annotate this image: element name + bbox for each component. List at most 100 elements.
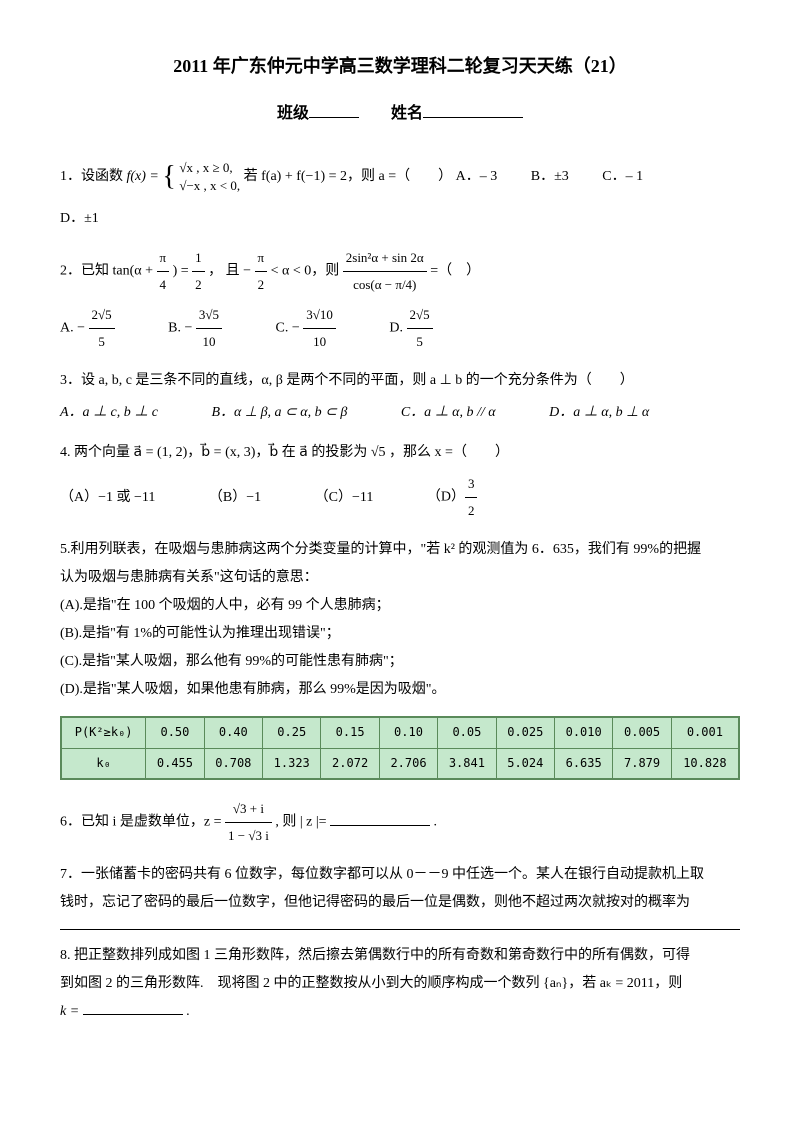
- q3-stem: 3．设 a, b, c 是三条不同的直线，α, β 是两个不同的平面，则 a ⊥…: [60, 367, 740, 395]
- q2-stem-a: 2．已知 tan(α +: [60, 264, 157, 279]
- table-cell: 6.635: [554, 748, 612, 779]
- q2-opt-b: B. − 3√510: [168, 302, 222, 355]
- q2-frac3: π2: [255, 245, 268, 298]
- table-row-header: P(K²≥k₀) 0.50 0.40 0.25 0.15 0.10 0.05 0…: [61, 717, 739, 748]
- q6-blank: [330, 812, 430, 826]
- q2-opt-d: D. 2√55: [389, 302, 432, 355]
- question-1: 1．设函数 f(x) = { √x , x ≥ 0, √−x , x < 0, …: [60, 149, 740, 233]
- q4-stem: 4. 两个向量 a⃗ = (1, 2)，b⃗ = (x, 3)，b⃗ 在 a⃗ …: [60, 439, 740, 467]
- q6-frac: √3 + i1 − √3 i: [225, 796, 272, 849]
- q1-case1: √x , x ≥ 0,: [179, 159, 240, 177]
- q2-optA-pre: A. −: [60, 321, 89, 336]
- q2-frac2-num: 1: [192, 245, 205, 272]
- q4-options: （A）−1 或 −11 （B）−1 （C）−11 （D）32: [60, 471, 740, 524]
- q2-stem-d: < α < 0，则: [271, 264, 343, 279]
- q2-bigfrac: 2sin²α + sin 2αcos(α − π/4): [343, 245, 427, 298]
- class-blank: [309, 102, 359, 118]
- question-8: 8. 把正整数排列成如图 1 三角形数阵，然后擦去第偶数行中的所有奇数和第奇数行…: [60, 942, 740, 1026]
- q3-opt-d: D．a ⊥ α, b ⊥ α: [549, 399, 649, 427]
- q4-opt-c: （C）−11: [315, 484, 374, 512]
- question-2: 2．已知 tan(α + π4 ) = 12 ， 且 − π2 < α < 0，…: [60, 245, 740, 355]
- q2-optB-d: 10: [196, 329, 222, 355]
- question-5: 5.利用列联表，在吸烟与患肺病这两个分类变量的计算中，"若 k² 的观测值为 6…: [60, 536, 740, 704]
- table-cell: 0.025: [496, 717, 554, 748]
- q2-optC-n: 3√10: [303, 302, 336, 329]
- q5-opt-a: (A).是指"在 100 个吸烟的人中，必有 99 个人患肺病；: [60, 592, 740, 620]
- q2-optA-d: 5: [89, 329, 115, 355]
- q2-frac1-den: 4: [157, 272, 170, 298]
- q8-line3: k = .: [60, 998, 740, 1026]
- q5-stem2: 认为吸烟与患肺病有关系"这句话的意思：: [60, 564, 740, 592]
- q2-optD-pre: D.: [389, 321, 406, 336]
- question-3: 3．设 a, b, c 是三条不同的直线，α, β 是两个不同的平面，则 a ⊥…: [60, 367, 740, 427]
- q2-stem-e: =（ ）: [430, 264, 480, 279]
- table-cell: 0.15: [321, 717, 379, 748]
- q5-opt-b: (B).是指"有 1%的可能性认为推理出现错误"；: [60, 620, 740, 648]
- table-cell: 0.50: [146, 717, 204, 748]
- table-cell: 0.001: [671, 717, 739, 748]
- q4-opt-a: （A）−1 或 −11: [60, 484, 155, 512]
- q2-optD-d: 5: [407, 329, 433, 355]
- q2-optD-n: 2√5: [407, 302, 433, 329]
- question-4: 4. 两个向量 a⃗ = (1, 2)，b⃗ = (x, 3)，b⃗ 在 a⃗ …: [60, 439, 740, 524]
- q2-frac2-den: 2: [192, 272, 205, 298]
- q2-frac1-num: π: [157, 245, 170, 272]
- q2-frac3-den: 2: [255, 272, 268, 298]
- q8-line3-a: k =: [60, 1004, 83, 1019]
- q2-stem-b: ) =: [173, 264, 193, 279]
- q1-stem-b: 若 f(a) + f(−1) = 2，则 a =（ ）: [244, 169, 452, 184]
- q6-stem-a: 6．已知 i 是虚数单位，z =: [60, 815, 225, 830]
- table-cell: 2.706: [379, 748, 437, 779]
- q2-optB-n: 3√5: [196, 302, 222, 329]
- table-cell: 0.40: [204, 717, 262, 748]
- q7-line2: 钱时，忘记了密码的最后一位数字，但他记得密码的最后一位是偶数，则他不超过两次就按…: [60, 889, 740, 917]
- q3-opt-b: B．α ⊥ β, a ⊂ α, b ⊂ β: [211, 399, 347, 427]
- q5-opt-c: (C).是指"某人吸烟，那么他有 99%的可能性患有肺病"；: [60, 648, 740, 676]
- q6-num: √3 + i: [225, 796, 272, 823]
- q3-opt-a: A．a ⊥ c, b ⊥ c: [60, 399, 158, 427]
- q6-stem-c: .: [434, 815, 438, 830]
- q1-opt-b: B．±3: [531, 163, 569, 191]
- separator-line: [60, 929, 740, 930]
- q4-optD-pre: （D）: [427, 490, 465, 505]
- q5-opt-d: (D).是指"某人吸烟，如果他患有肺病，那么 99%是因为吸烟"。: [60, 676, 740, 704]
- q2-frac1: π4: [157, 245, 170, 298]
- row1-label: P(K²≥k₀): [61, 717, 146, 748]
- q3-options: A．a ⊥ c, b ⊥ c B．α ⊥ β, a ⊂ α, b ⊂ β C．a…: [60, 399, 740, 427]
- table-cell: 0.10: [379, 717, 437, 748]
- q2-opt-a: A. − 2√55: [60, 302, 115, 355]
- table-cell: 5.024: [496, 748, 554, 779]
- table-cell: 1.323: [263, 748, 321, 779]
- question-7: 7．一张储蓄卡的密码共有 6 位数字，每位数字都可以从 0－－9 中任选一个。某…: [60, 861, 740, 917]
- table-row-values: k₀ 0.455 0.708 1.323 2.072 2.706 3.841 5…: [61, 748, 739, 779]
- question-6: 6．已知 i 是虚数单位，z = √3 + i1 − √3 i , 则 | z …: [60, 796, 740, 849]
- q1-opt-c: C．– 1: [602, 163, 643, 191]
- q4-opt-d: （D）32: [427, 471, 478, 524]
- table-cell: 3.841: [438, 748, 496, 779]
- q4-optD-d: 2: [465, 498, 478, 524]
- table-cell: 0.05: [438, 717, 496, 748]
- table-cell: 0.708: [204, 748, 262, 779]
- brace-left: {: [162, 161, 175, 192]
- chi-square-table: P(K²≥k₀) 0.50 0.40 0.25 0.15 0.10 0.05 0…: [60, 716, 740, 780]
- q2-optA-n: 2√5: [89, 302, 115, 329]
- q7-line1: 7．一张储蓄卡的密码共有 6 位数字，每位数字都可以从 0－－9 中任选一个。某…: [60, 861, 740, 889]
- q8-blank: [83, 1001, 183, 1015]
- row2-label: k₀: [61, 748, 146, 779]
- q6-stem-b: , 则 | z |=: [275, 815, 330, 830]
- q1-func: f(x) =: [127, 169, 159, 184]
- q3-opt-c: C．a ⊥ α, b // α: [401, 399, 496, 427]
- q4-optD-n: 3: [465, 471, 478, 498]
- name-blank: [423, 102, 523, 118]
- table-cell: 7.879: [613, 748, 671, 779]
- q1-opt-a: A．– 3: [456, 163, 498, 191]
- class-label: 班级: [277, 105, 309, 122]
- table-cell: 10.828: [671, 748, 739, 779]
- header-fields: 班级 姓名: [60, 100, 740, 129]
- q1-case2: √−x , x < 0,: [179, 177, 240, 195]
- table-cell: 0.25: [263, 717, 321, 748]
- q4-opt-b: （B）−1: [209, 484, 261, 512]
- q8-line2: 到如图 2 的三角形数阵. 现将图 2 中的正整数按从小到大的顺序构成一个数列 …: [60, 970, 740, 998]
- q2-options: A. − 2√55 B. − 3√510 C. − 3√1010 D. 2√55: [60, 302, 740, 355]
- table-cell: 0.010: [554, 717, 612, 748]
